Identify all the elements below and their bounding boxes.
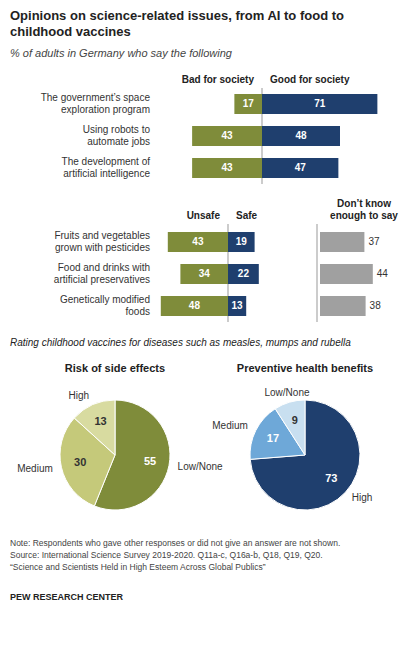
bar (262, 158, 338, 178)
slice-label: Medium (17, 463, 53, 474)
bar (180, 264, 228, 284)
bar (192, 158, 262, 178)
data-label: 17 (267, 432, 279, 444)
pie-title: Preventive health benefits (237, 362, 373, 374)
bar (168, 232, 228, 252)
bar-section: Unsafe Safe Don’t knowenough to say Fruits … (54, 198, 398, 322)
category-label: Food and drinks withartificial preservat… (54, 262, 150, 285)
category-label: Using robots toautomate jobs (83, 124, 151, 147)
data-label: 19 (236, 236, 248, 247)
series-header: Good for society (270, 74, 350, 85)
bar (320, 296, 366, 316)
data-label: 73 (325, 472, 337, 484)
pie-slice (74, 400, 115, 455)
note: Note: Respondents who gave other respons… (10, 538, 340, 572)
series-header: Unsafe (187, 210, 221, 221)
bar (192, 126, 262, 146)
bar (228, 232, 255, 252)
chart-page: Opinions on science-related issues, from… (0, 0, 420, 647)
pie: Risk of side effects 55 Low/None 30 Medium 13… (17, 362, 223, 510)
bar (161, 296, 228, 316)
bar (320, 264, 373, 284)
data-label: 34 (199, 268, 211, 279)
bar (228, 296, 246, 316)
data-label: 13 (232, 300, 244, 311)
data-label: 55 (144, 455, 156, 467)
data-label: 48 (295, 130, 307, 141)
data-label: 37 (368, 236, 380, 247)
source: PEW RESEARCH CENTER (10, 592, 124, 602)
category-label: Genetically modifiedfoods (60, 294, 150, 317)
data-label: 43 (222, 162, 234, 173)
category-label: The government’s spaceexploration progra… (41, 92, 151, 115)
slice-label: Medium (212, 420, 248, 431)
bar-section: Bad for society Good for society The gover… (41, 74, 378, 184)
data-label: 43 (192, 236, 204, 247)
slice-label: High (69, 390, 90, 401)
bar (262, 126, 340, 146)
data-label: 47 (295, 162, 307, 173)
subtitle: % of adults in Germany who say the follo… (10, 47, 233, 59)
data-label: 38 (370, 300, 382, 311)
series-header: Don’t knowenough to say (330, 198, 398, 221)
divider (317, 224, 318, 322)
data-label: 17 (243, 98, 255, 109)
data-label: 22 (238, 268, 250, 279)
data-label: 9 (292, 414, 298, 426)
series-header: Safe (236, 210, 258, 221)
slice-label: Low/None (178, 461, 223, 472)
data-label: 13 (94, 415, 106, 427)
data-label: 43 (222, 130, 234, 141)
data-label: 48 (189, 300, 201, 311)
pie-slice (250, 400, 360, 510)
bar (262, 94, 377, 114)
bar (320, 232, 364, 252)
pie: Preventive health benefits 73 High 17 Medium… (212, 362, 373, 510)
category-label: Fruits and vegetablesgrown with pesticid… (54, 230, 150, 253)
series-header: Bad for society (182, 74, 255, 85)
slice-label: High (352, 492, 373, 503)
category-label: The development ofartificial intelligenc… (62, 156, 151, 179)
bar (234, 94, 262, 114)
data-label: 71 (314, 98, 326, 109)
slice-label: Low/None (265, 387, 310, 398)
section-label: Rating childhood vaccines for diseases s… (10, 337, 351, 348)
pie-title: Risk of side effects (65, 362, 165, 374)
pie-slice (275, 400, 305, 455)
title: Opinions on science-related issues, from… (10, 8, 344, 39)
bar (228, 264, 259, 284)
data-label: 44 (377, 268, 389, 279)
data-label: 30 (74, 456, 86, 468)
